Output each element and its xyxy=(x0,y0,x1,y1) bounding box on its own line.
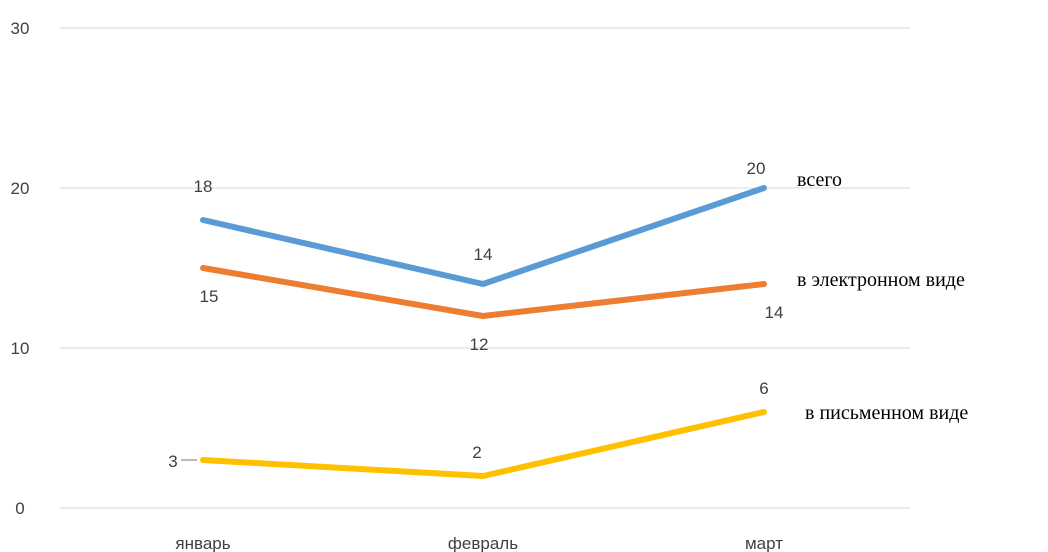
y-axis-ticks: 0 10 20 30 xyxy=(11,19,30,518)
y-tick-label: 30 xyxy=(11,19,30,38)
data-label: 3 xyxy=(168,452,177,471)
series-name-labels: всего в электронном виде в письменном виде xyxy=(797,169,968,424)
series-lines xyxy=(200,185,767,479)
data-label: 14 xyxy=(765,303,784,322)
series-line-0 xyxy=(200,185,767,287)
data-label: 20 xyxy=(747,159,766,178)
y-tick-label: 0 xyxy=(15,499,24,518)
data-label: 2 xyxy=(472,443,481,462)
series-line-1 xyxy=(200,265,767,319)
series-name-label: всего xyxy=(797,169,842,191)
y-tick-label: 20 xyxy=(11,179,30,198)
series-name-label: в электронном виде xyxy=(797,269,965,291)
data-label: 18 xyxy=(194,177,213,196)
data-label: 6 xyxy=(759,379,768,398)
x-tick-label: январь xyxy=(175,534,230,552)
data-label: 12 xyxy=(470,335,489,354)
data-label: 14 xyxy=(474,245,493,264)
series-line-2 xyxy=(200,409,767,479)
data-labels: 18 14 20 15 12 14 3 2 6 xyxy=(168,159,783,471)
data-label: 15 xyxy=(200,287,219,306)
y-tick-label: 10 xyxy=(11,339,30,358)
x-tick-label: февраль xyxy=(448,534,518,552)
series-name-label: в письменном виде xyxy=(805,402,968,424)
gridlines xyxy=(60,27,910,509)
x-axis-ticks: январь февраль март xyxy=(175,534,783,552)
x-tick-label: март xyxy=(745,534,783,552)
